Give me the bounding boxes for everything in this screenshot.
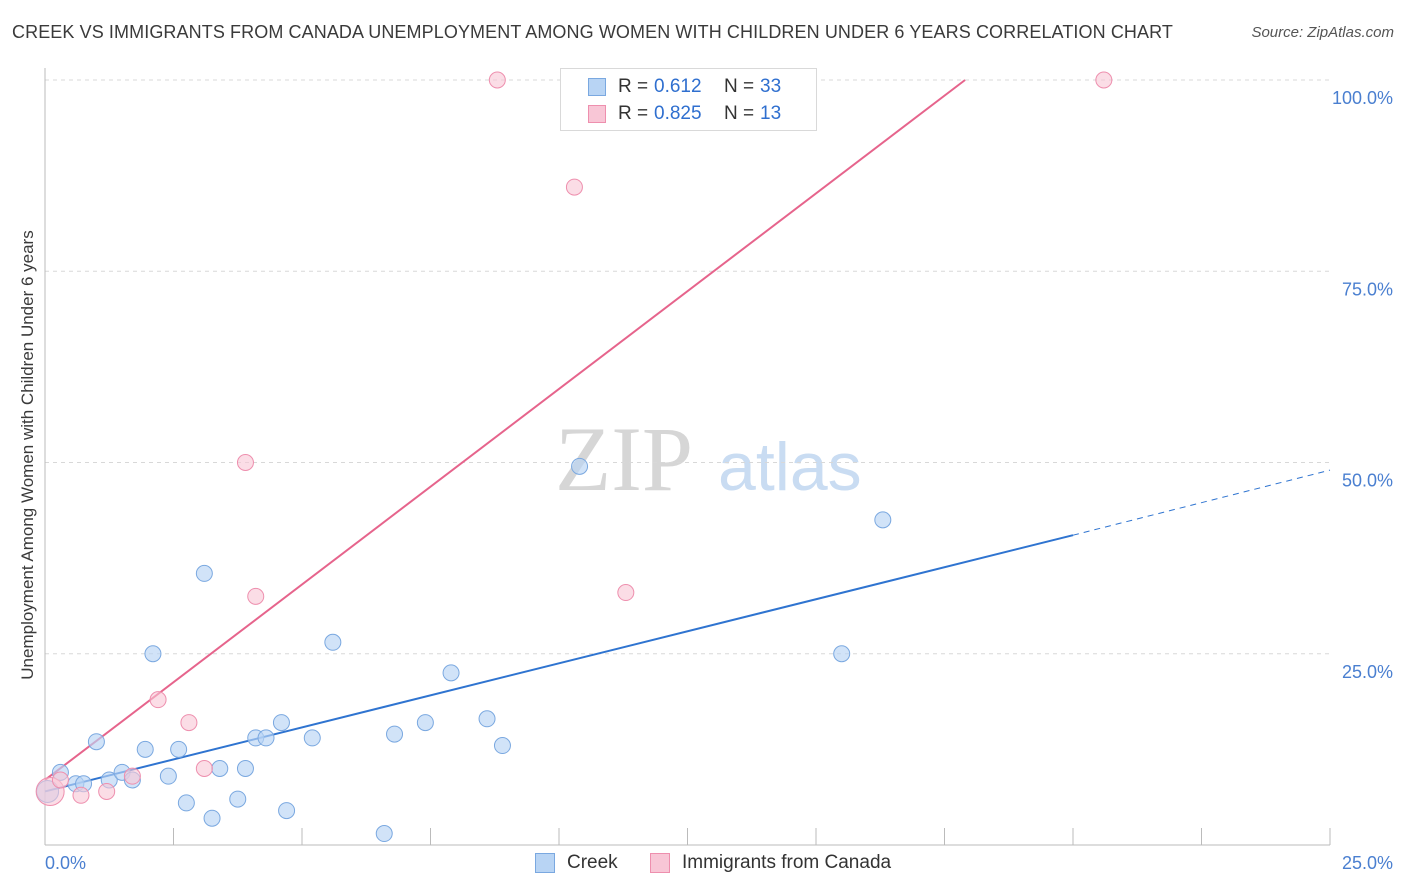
canada-point [1095,71,1113,89]
creek-trend-extension [1072,469,1331,536]
r-value: 0.825 [654,103,702,124]
r-value: 0.612 [654,76,702,97]
legend-item-canada[interactable]: Immigrants from Canada [650,852,891,874]
creek-trend-line [44,534,1074,793]
creek-point [229,790,247,808]
n-label: N = [724,76,755,97]
creek-point [375,825,393,843]
canada-point [195,760,213,777]
y-tick-label: 50.0% [1342,471,1393,491]
legend-canada-swatch [650,853,670,873]
canada-swatch [588,105,606,123]
canada-point [72,786,90,804]
creek-point [136,740,154,758]
creek-point [211,760,229,777]
creek-point [833,645,851,663]
canada-point [180,714,198,732]
creek-point [324,633,342,651]
canada-point [149,691,167,709]
source-label: Source: ZipAtlas.com [1251,24,1394,41]
creek-point [386,725,404,743]
creek-point [874,511,892,529]
n-value: 13 [760,103,782,124]
canada-point [565,178,583,196]
creek-point [144,645,162,663]
creek-point [571,457,589,475]
stats-row-canada: R = 0.825 N = 13 [561,101,781,127]
r-label: R = [618,76,649,97]
creek-point [416,714,434,732]
canada-point [247,587,265,605]
creek-point [272,714,290,732]
creek-point [478,710,496,728]
y-tick-label: 100.0% [1332,88,1393,108]
legend-item-creek[interactable]: Creek [535,852,618,874]
creek-point [236,760,254,777]
creek-swatch [588,78,606,96]
watermark-atlas: atlas [718,429,862,505]
creek-point [493,737,511,755]
y-tick-label: 25.0% [1342,662,1393,682]
x-tick-label: 25.0% [1342,853,1393,873]
stats-box: R = 0.612 N = 33 R = 0.825 N = 13 [560,68,817,131]
canada-point [617,584,635,602]
creek-point [159,767,177,785]
legend-canada-label: Immigrants from Canada [682,852,892,873]
r-label: R = [618,103,649,124]
x-tick-label: 0.0% [45,853,86,873]
canada-point [488,71,506,89]
creek-point [203,809,221,827]
creek-point [442,664,460,682]
creek-point [87,733,105,751]
creek-point [177,794,195,812]
creek-point [170,740,188,758]
canada-point [98,782,116,800]
legend-creek-swatch [535,853,555,873]
y-tick-label: 75.0% [1342,279,1393,299]
stats-row-creek: R = 0.612 N = 33 [561,74,781,100]
legend-creek-label: Creek [567,852,618,873]
n-label: N = [724,103,755,124]
legend: Creek Immigrants from Canada [0,852,1406,878]
canada-point [236,454,254,471]
n-value: 33 [760,76,782,97]
canada-point [51,771,69,789]
creek-point [257,729,275,747]
canada-point [123,767,141,785]
chart-title: CREEK VS IMMIGRANTS FROM CANADA UNEMPLOY… [12,22,1173,42]
creek-point [278,802,296,820]
creek-point [303,729,321,747]
canada-trend-line [44,79,966,781]
creek-point [195,564,213,582]
